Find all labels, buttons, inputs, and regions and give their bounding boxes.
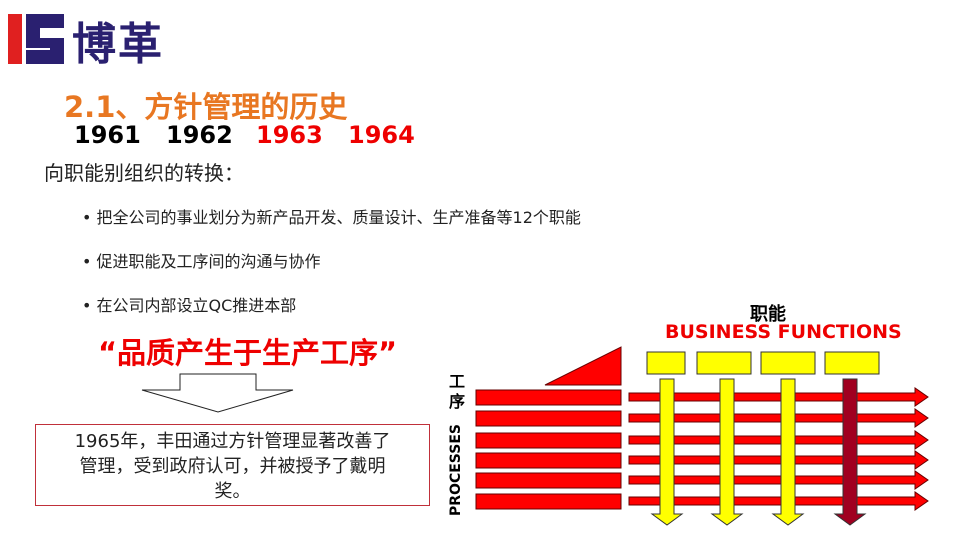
function-box bbox=[696, 351, 752, 375]
function-arrow bbox=[771, 378, 805, 526]
process-arrow bbox=[628, 491, 929, 511]
process-arrow bbox=[628, 470, 929, 490]
year-1964: 1964 bbox=[348, 121, 415, 149]
function-box bbox=[760, 351, 816, 375]
process-bar bbox=[475, 452, 622, 469]
note-box: 1965年，丰田通过方针管理显著改善了管理，受到政府认可，并被授予了戴明奖。 bbox=[35, 424, 430, 506]
quote: “品质产生于生产工序” bbox=[98, 336, 398, 370]
functions-label-cn: 职能 bbox=[750, 304, 786, 325]
process-bar bbox=[475, 432, 622, 449]
subtitle: 向职能别组织的转换： bbox=[44, 161, 244, 185]
bullet-item: • 促进职能及工序间的沟通与协作 bbox=[82, 252, 321, 271]
function-arrow bbox=[650, 378, 684, 526]
function-box bbox=[824, 351, 880, 375]
bullet-item: • 在公司内部设立QC推进本部 bbox=[82, 296, 297, 315]
process-arrow bbox=[628, 408, 929, 428]
process-bar bbox=[475, 410, 622, 427]
process-arrow bbox=[628, 387, 929, 407]
year-1963: 1963 bbox=[256, 121, 323, 149]
year-1961: 1961 bbox=[74, 121, 141, 149]
year-1962: 1962 bbox=[166, 121, 233, 149]
function-box bbox=[646, 351, 686, 375]
bullet-item: • 把全公司的事业划分为新产品开发、质量设计、生产准备等12个职能 bbox=[82, 208, 581, 227]
processes-label-cn: 工序 bbox=[448, 372, 465, 411]
functions-label-en: BUSINESS FUNCTIONS bbox=[665, 321, 902, 343]
process-bar bbox=[475, 472, 622, 489]
process-bar bbox=[475, 389, 622, 406]
process-arrow bbox=[628, 450, 929, 470]
process-bar bbox=[475, 493, 622, 510]
process-triangle bbox=[544, 346, 622, 386]
function-arrow bbox=[833, 378, 867, 526]
process-arrow bbox=[628, 430, 929, 450]
page-title: 2.1、方针管理的历史 bbox=[64, 90, 348, 124]
function-arrow bbox=[710, 378, 744, 526]
logo-mark bbox=[8, 14, 64, 64]
logo-text: 博革 bbox=[72, 19, 164, 70]
